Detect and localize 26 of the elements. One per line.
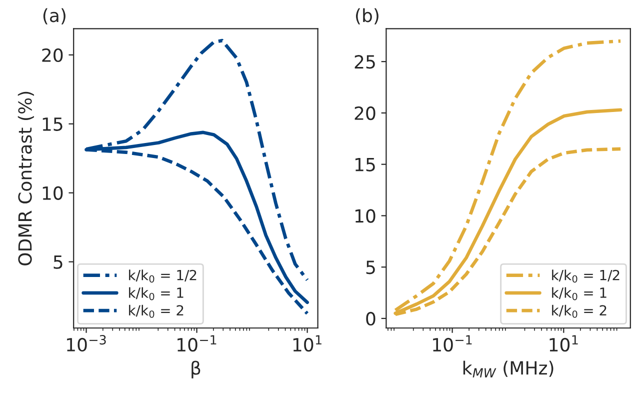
x-tick-label: 10$^{−1}$ <box>433 335 472 352</box>
legend-label: k/k$_{0}$ = 1/2 <box>129 270 196 283</box>
chart-title: (a) <box>43 8 66 24</box>
legend-label: k/k$_{0}$ = 1 <box>129 287 184 300</box>
y-tick-label: 20 <box>42 48 63 62</box>
y-axis-title: ODMR Contrast (%) <box>18 92 34 266</box>
y-tick-label: 15 <box>355 158 375 172</box>
y-tick-label: 20 <box>354 106 376 120</box>
x-tick-label: 10$^{1}$ <box>550 335 578 352</box>
x-tick-label: 10$^{−3}$ <box>67 335 106 352</box>
legend-label: k/k$_{0}$ = 1/2 <box>552 270 620 283</box>
y-tick-label: 0 <box>366 312 376 326</box>
legend-label: k/k$_{0}$ = 2 <box>552 304 606 318</box>
y-tick-label: 25 <box>354 55 375 69</box>
x-tick-label: 10$^{1}$ <box>293 335 322 352</box>
y-tick-label: 15 <box>42 118 62 131</box>
y-tick-label: 5 <box>366 260 375 274</box>
legend-label: k/k$_{0}$ = 2 <box>129 304 184 318</box>
y-tick-label: 10 <box>355 209 376 223</box>
y-tick-label: 10 <box>42 186 63 200</box>
x-tick-label: 10$^{−1}$ <box>178 335 216 352</box>
y-tick-label: 5 <box>54 255 62 269</box>
legend-label: k/k$_{0}$ = 1 <box>552 287 606 300</box>
x-axis-title: k$_{MW}$ (MHz) <box>463 360 554 378</box>
x-axis-title: β <box>192 360 200 378</box>
chart-title: (b) <box>356 8 378 24</box>
